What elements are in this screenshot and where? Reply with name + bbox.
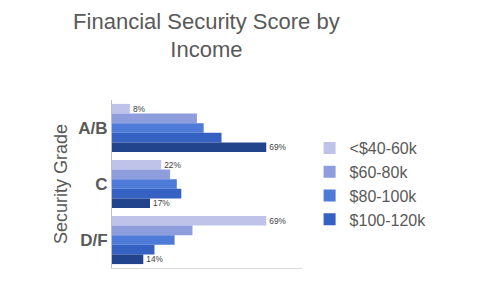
svg-text:D/F: D/F <box>80 231 107 250</box>
svg-text:Security Grade: Security Grade <box>51 124 71 244</box>
svg-text:22%: 22% <box>164 160 181 170</box>
svg-text:$60-80k: $60-80k <box>350 164 409 181</box>
svg-text:<$40-60k: <$40-60k <box>350 140 418 157</box>
svg-text:C: C <box>95 175 107 194</box>
svg-text:17%: 17% <box>153 198 170 208</box>
svg-text:$80-100k: $80-100k <box>350 188 418 205</box>
svg-text:69%: 69% <box>269 216 286 226</box>
svg-text:Financial Security Score byInc: Financial Security Score byIncome <box>73 9 340 63</box>
svg-text:$100-120k: $100-120k <box>350 212 427 229</box>
svg-text:69%: 69% <box>269 142 286 152</box>
svg-text:8%: 8% <box>133 104 146 114</box>
svg-text:14%: 14% <box>146 254 163 264</box>
svg-text:A/B: A/B <box>78 119 107 138</box>
